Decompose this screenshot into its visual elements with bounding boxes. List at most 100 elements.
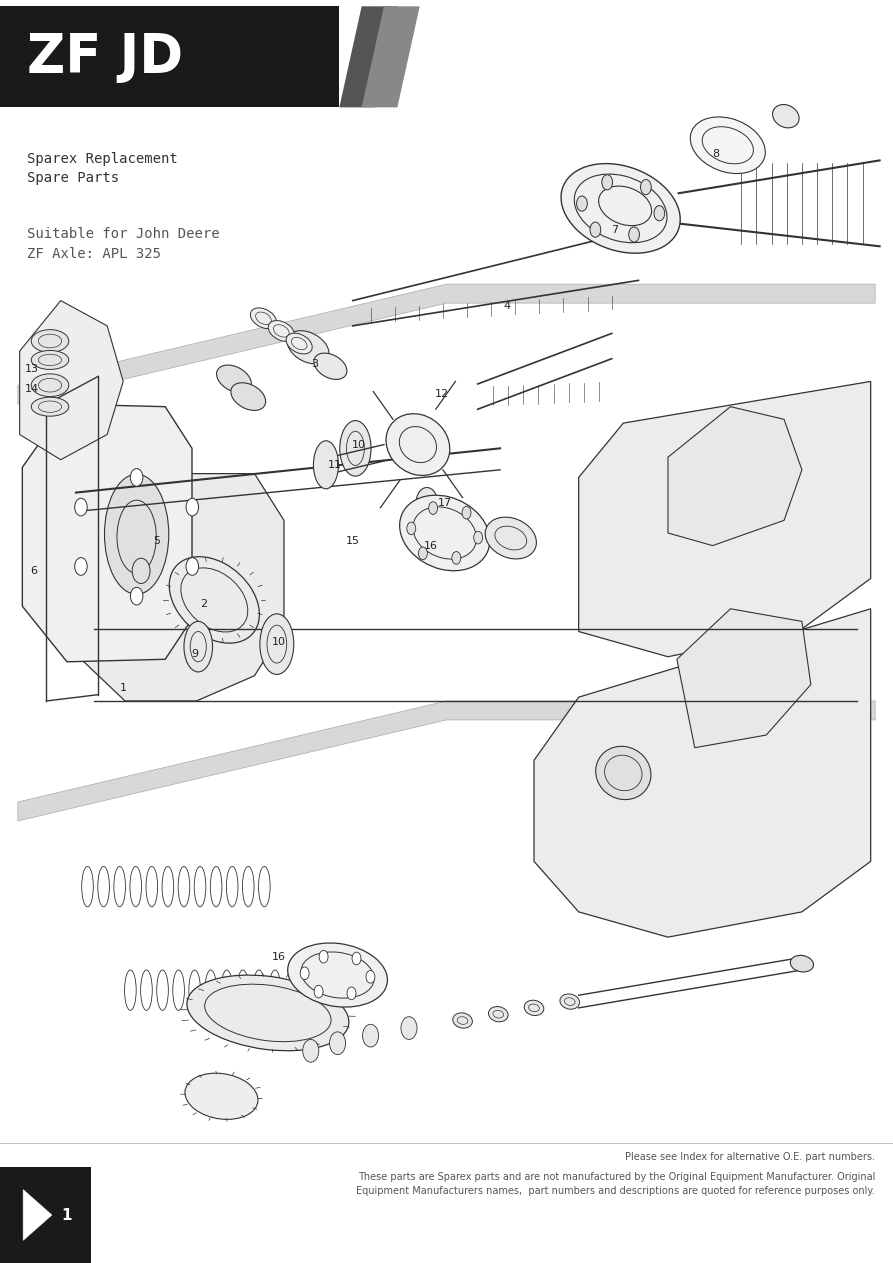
Text: ZF JD: ZF JD xyxy=(27,30,183,83)
Ellipse shape xyxy=(260,614,294,674)
Ellipse shape xyxy=(772,105,799,128)
Circle shape xyxy=(452,552,461,565)
Text: 10: 10 xyxy=(271,637,286,647)
Circle shape xyxy=(416,488,438,518)
Circle shape xyxy=(407,522,416,534)
Circle shape xyxy=(577,196,588,211)
Ellipse shape xyxy=(400,495,489,571)
Circle shape xyxy=(75,499,88,517)
Ellipse shape xyxy=(453,1013,472,1028)
Text: Suitable for John Deere
ZF Axle: APL 325: Suitable for John Deere ZF Axle: APL 325 xyxy=(27,227,220,261)
Circle shape xyxy=(352,952,361,965)
Circle shape xyxy=(654,206,664,221)
Circle shape xyxy=(314,985,323,998)
Text: 8: 8 xyxy=(713,149,720,159)
Circle shape xyxy=(319,950,328,962)
Text: 10: 10 xyxy=(352,440,366,450)
Text: 9: 9 xyxy=(191,649,198,659)
Circle shape xyxy=(366,970,375,983)
Text: 12: 12 xyxy=(435,389,449,399)
Ellipse shape xyxy=(31,397,69,416)
Ellipse shape xyxy=(286,333,313,354)
Ellipse shape xyxy=(185,1074,258,1119)
Ellipse shape xyxy=(288,943,388,1007)
Ellipse shape xyxy=(217,365,251,393)
Ellipse shape xyxy=(288,331,329,364)
Ellipse shape xyxy=(485,517,537,560)
Circle shape xyxy=(347,988,356,1000)
Polygon shape xyxy=(534,609,871,937)
Text: 15: 15 xyxy=(346,536,360,546)
Polygon shape xyxy=(362,6,420,107)
Ellipse shape xyxy=(488,1007,508,1022)
Ellipse shape xyxy=(170,557,259,643)
Text: 1: 1 xyxy=(61,1207,71,1223)
Circle shape xyxy=(590,222,601,237)
Circle shape xyxy=(330,1032,346,1055)
Polygon shape xyxy=(668,407,802,546)
Polygon shape xyxy=(677,609,811,748)
Circle shape xyxy=(401,1017,417,1039)
Circle shape xyxy=(75,558,88,576)
Ellipse shape xyxy=(31,330,69,352)
Circle shape xyxy=(300,967,309,980)
Ellipse shape xyxy=(313,441,338,489)
Ellipse shape xyxy=(250,308,277,328)
Text: Please see Index for alternative O.E. part numbers.: Please see Index for alternative O.E. pa… xyxy=(625,1152,875,1162)
Ellipse shape xyxy=(340,421,371,476)
Ellipse shape xyxy=(596,746,651,799)
Polygon shape xyxy=(22,404,192,662)
Circle shape xyxy=(132,558,150,584)
Ellipse shape xyxy=(560,994,580,1009)
Text: 2: 2 xyxy=(200,599,207,609)
Ellipse shape xyxy=(524,1000,544,1015)
Text: 6: 6 xyxy=(30,566,38,576)
Polygon shape xyxy=(76,474,284,701)
Ellipse shape xyxy=(231,383,265,410)
Ellipse shape xyxy=(386,414,450,475)
Polygon shape xyxy=(23,1190,52,1240)
Circle shape xyxy=(429,501,438,514)
Circle shape xyxy=(303,1039,319,1062)
Ellipse shape xyxy=(184,621,213,672)
Ellipse shape xyxy=(31,374,69,397)
Circle shape xyxy=(462,506,471,519)
Circle shape xyxy=(130,469,143,486)
Circle shape xyxy=(363,1024,379,1047)
Circle shape xyxy=(186,499,198,517)
Text: 4: 4 xyxy=(504,301,511,311)
Ellipse shape xyxy=(31,351,69,370)
Text: These parts are Sparex parts and are not manufactured by the Original Equipment : These parts are Sparex parts and are not… xyxy=(356,1172,875,1196)
Bar xyxy=(0,1167,91,1263)
Text: 3: 3 xyxy=(311,359,318,369)
Circle shape xyxy=(640,179,651,195)
Text: 7: 7 xyxy=(611,225,618,235)
Circle shape xyxy=(629,227,639,242)
Circle shape xyxy=(419,547,428,560)
Polygon shape xyxy=(339,6,397,107)
Ellipse shape xyxy=(690,117,765,173)
Circle shape xyxy=(130,587,143,605)
Ellipse shape xyxy=(187,975,349,1051)
Polygon shape xyxy=(18,701,875,821)
Polygon shape xyxy=(579,381,871,657)
Text: 16: 16 xyxy=(423,541,438,551)
Ellipse shape xyxy=(104,475,169,595)
Ellipse shape xyxy=(268,321,295,341)
Circle shape xyxy=(186,558,198,576)
Text: 14: 14 xyxy=(25,384,39,394)
Text: 1: 1 xyxy=(120,683,127,693)
Text: 11: 11 xyxy=(328,460,342,470)
Polygon shape xyxy=(18,284,875,404)
Text: 16: 16 xyxy=(271,952,286,962)
Circle shape xyxy=(473,532,482,544)
Ellipse shape xyxy=(790,955,814,973)
Text: 17: 17 xyxy=(438,498,452,508)
Circle shape xyxy=(602,174,613,189)
Bar xyxy=(0,6,339,107)
Text: Sparex Replacement
Spare Parts: Sparex Replacement Spare Parts xyxy=(27,152,178,186)
Text: 13: 13 xyxy=(25,364,39,374)
Text: 5: 5 xyxy=(153,536,160,546)
Ellipse shape xyxy=(561,164,680,253)
Polygon shape xyxy=(20,301,123,460)
